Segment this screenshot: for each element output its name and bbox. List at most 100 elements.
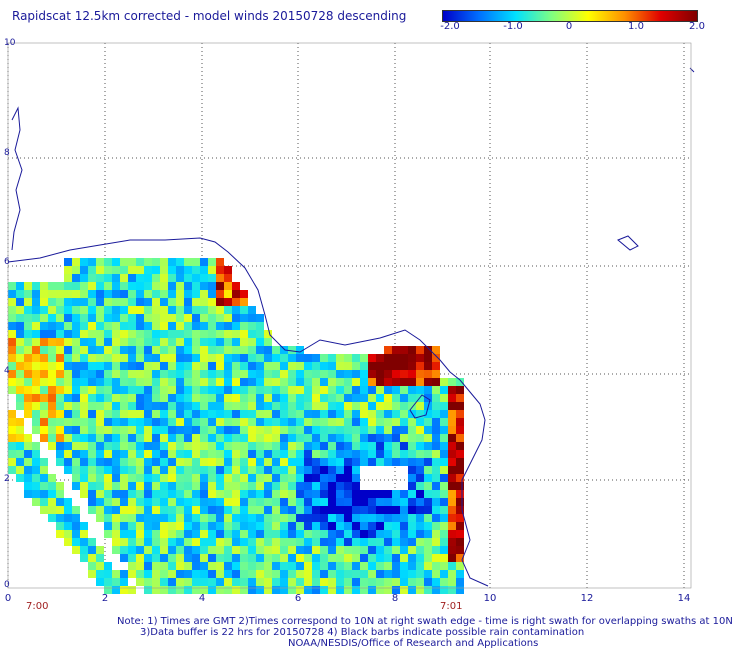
wind-cell [128, 410, 136, 418]
wind-cell [224, 442, 232, 450]
wind-cell [208, 578, 216, 586]
wind-cell [392, 386, 400, 394]
wind-cell [208, 586, 216, 594]
wind-cell [296, 522, 304, 530]
wind-cell [240, 522, 248, 530]
wind-cell [144, 282, 152, 290]
wind-cell [376, 442, 384, 450]
wind-cell [168, 258, 176, 266]
wind-cell [144, 274, 152, 282]
wind-cell [336, 378, 344, 386]
wind-cell [96, 450, 104, 458]
wind-cell [168, 442, 176, 450]
wind-cell [112, 514, 120, 522]
wind-cell [304, 466, 312, 474]
wind-cell [384, 506, 392, 514]
wind-cell [456, 426, 464, 434]
wind-cell [200, 498, 208, 506]
wind-cell [144, 450, 152, 458]
wind-cell [192, 378, 200, 386]
wind-cell [40, 482, 48, 490]
wind-cell [440, 522, 448, 530]
wind-cell [272, 578, 280, 586]
wind-cell [320, 546, 328, 554]
wind-cell [160, 442, 168, 450]
wind-cell [96, 554, 104, 562]
wind-cell [304, 394, 312, 402]
wind-cell [200, 306, 208, 314]
wind-cell [128, 394, 136, 402]
colorbar-tick: 0 [565, 21, 573, 32]
wind-cell [392, 514, 400, 522]
wind-cell [136, 522, 144, 530]
wind-cell [176, 410, 184, 418]
wind-cell [456, 442, 464, 450]
wind-cell [160, 378, 168, 386]
wind-cell [224, 306, 232, 314]
wind-cell [192, 282, 200, 290]
wind-cell [128, 290, 136, 298]
wind-cell [192, 530, 200, 538]
wind-cell [112, 538, 120, 546]
wind-cell [216, 514, 224, 522]
wind-cell [232, 538, 240, 546]
wind-cell [296, 346, 304, 354]
wind-cell [144, 314, 152, 322]
wind-cell [128, 306, 136, 314]
wind-cell [432, 346, 440, 354]
wind-cell [296, 378, 304, 386]
wind-cell [80, 370, 88, 378]
wind-cell [112, 586, 120, 594]
wind-cell [280, 586, 288, 594]
wind-cell [232, 514, 240, 522]
wind-cell [224, 354, 232, 362]
wind-cell [408, 530, 416, 538]
wind-cell [216, 418, 224, 426]
wind-cell [160, 498, 168, 506]
wind-cell [336, 426, 344, 434]
wind-cell [288, 410, 296, 418]
wind-cell [40, 490, 48, 498]
wind-cell [136, 546, 144, 554]
wind-cell [240, 426, 248, 434]
wind-cell [328, 450, 336, 458]
wind-cell [48, 418, 56, 426]
wind-cell [112, 530, 120, 538]
wind-cell [120, 514, 128, 522]
wind-cell [144, 386, 152, 394]
wind-cell [80, 546, 88, 554]
wind-cell [72, 298, 80, 306]
wind-cell [104, 386, 112, 394]
wind-cell [72, 386, 80, 394]
wind-cell [216, 442, 224, 450]
wind-cell [208, 490, 216, 498]
wind-cell [160, 330, 168, 338]
wind-cell [16, 466, 24, 474]
wind-cell [176, 394, 184, 402]
wind-cell [280, 490, 288, 498]
wind-cell [400, 458, 408, 466]
wind-cell [40, 386, 48, 394]
wind-cell [376, 562, 384, 570]
wind-cell [192, 482, 200, 490]
wind-cell [424, 498, 432, 506]
wind-cell [216, 370, 224, 378]
wind-cell [448, 514, 456, 522]
wind-cell [96, 338, 104, 346]
wind-cell [184, 282, 192, 290]
wind-cell [440, 530, 448, 538]
wind-cell [136, 298, 144, 306]
wind-cell [360, 458, 368, 466]
wind-cell [288, 458, 296, 466]
wind-cell [248, 354, 256, 362]
wind-cell [232, 306, 240, 314]
wind-cell [208, 298, 216, 306]
wind-cell [384, 490, 392, 498]
wind-cell [256, 330, 264, 338]
wind-cell [152, 466, 160, 474]
wind-cell [328, 458, 336, 466]
wind-cell [72, 322, 80, 330]
wind-cell [312, 522, 320, 530]
wind-cell [16, 378, 24, 386]
wind-cell [80, 314, 88, 322]
